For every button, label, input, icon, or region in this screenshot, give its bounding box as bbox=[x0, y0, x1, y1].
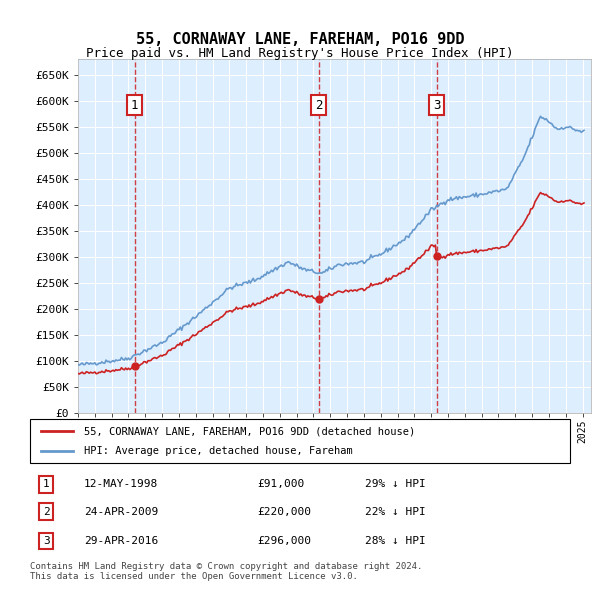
Text: £220,000: £220,000 bbox=[257, 507, 311, 517]
Text: 3: 3 bbox=[433, 99, 440, 112]
Text: HPI: Average price, detached house, Fareham: HPI: Average price, detached house, Fare… bbox=[84, 446, 353, 455]
Text: 3: 3 bbox=[43, 536, 50, 546]
Text: 1: 1 bbox=[131, 99, 138, 112]
Text: 55, CORNAWAY LANE, FAREHAM, PO16 9DD (detached house): 55, CORNAWAY LANE, FAREHAM, PO16 9DD (de… bbox=[84, 427, 415, 436]
Text: 24-APR-2009: 24-APR-2009 bbox=[84, 507, 158, 517]
Text: £91,000: £91,000 bbox=[257, 480, 304, 489]
Text: 55, CORNAWAY LANE, FAREHAM, PO16 9DD: 55, CORNAWAY LANE, FAREHAM, PO16 9DD bbox=[136, 32, 464, 47]
Text: 29-APR-2016: 29-APR-2016 bbox=[84, 536, 158, 546]
Text: 12-MAY-1998: 12-MAY-1998 bbox=[84, 480, 158, 489]
Text: Price paid vs. HM Land Registry's House Price Index (HPI): Price paid vs. HM Land Registry's House … bbox=[86, 47, 514, 60]
Text: 2: 2 bbox=[315, 99, 322, 112]
Text: 29% ↓ HPI: 29% ↓ HPI bbox=[365, 480, 425, 489]
Text: 1: 1 bbox=[43, 480, 50, 489]
Text: 22% ↓ HPI: 22% ↓ HPI bbox=[365, 507, 425, 517]
Text: 2: 2 bbox=[43, 507, 50, 517]
FancyBboxPatch shape bbox=[30, 419, 570, 463]
Text: 28% ↓ HPI: 28% ↓ HPI bbox=[365, 536, 425, 546]
Text: £296,000: £296,000 bbox=[257, 536, 311, 546]
Text: Contains HM Land Registry data © Crown copyright and database right 2024.
This d: Contains HM Land Registry data © Crown c… bbox=[30, 562, 422, 581]
